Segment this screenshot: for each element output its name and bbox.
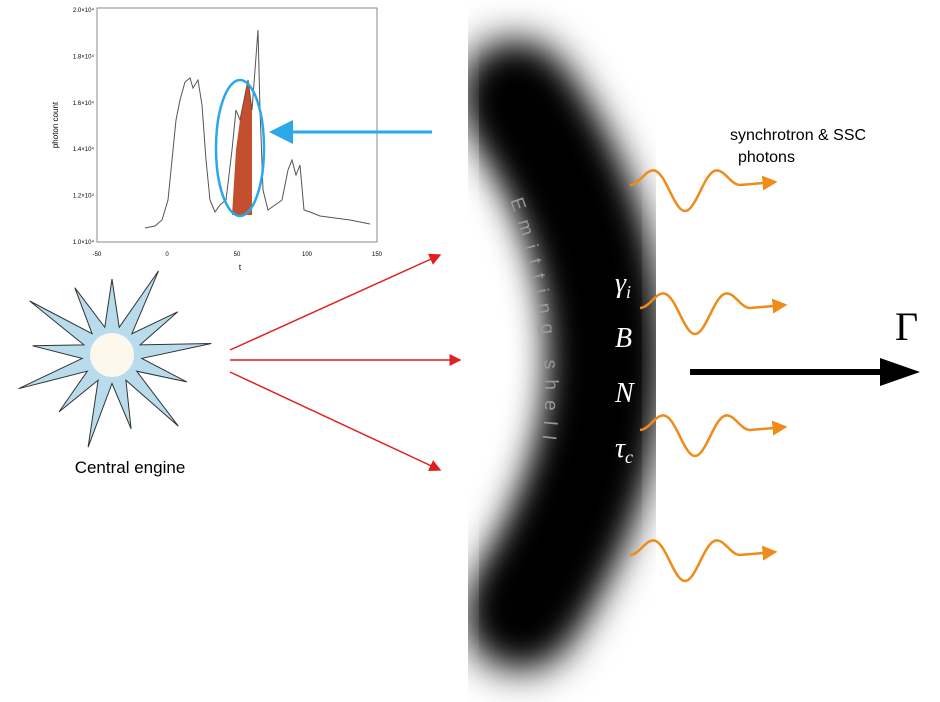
pulse-ellipse	[214, 78, 266, 218]
inset-x-tick: 100	[302, 252, 313, 258]
engine-label: Central engine	[75, 458, 186, 477]
photon-wave	[639, 414, 788, 458]
photons-label: photons	[738, 149, 795, 166]
photons-label: synchrotron & SSC	[730, 127, 866, 144]
parameter-symbol: γ	[615, 268, 627, 299]
parameter-symbol: B	[615, 323, 632, 354]
red-arrow	[229, 371, 442, 471]
inset-x-tick: 0	[165, 252, 169, 258]
inset-x-tick: 50	[234, 252, 241, 258]
parameter-subscript: c	[625, 447, 633, 467]
emitting-shell-core	[480, 70, 642, 640]
parameter: N	[614, 378, 635, 409]
parameter: γi	[615, 268, 631, 302]
parameter-symbol: N	[614, 378, 635, 409]
inset-x-label: t	[239, 263, 242, 272]
red-arrow	[229, 253, 442, 351]
inset-y-tick: 1.2×10⁴	[73, 193, 95, 200]
inset-y-tick: 1.0×10⁴	[73, 239, 95, 246]
lorentz-factor: Γ	[895, 304, 918, 349]
inset-x-tick: -50	[93, 252, 102, 258]
photon-wave	[629, 169, 778, 213]
parameter: τc	[615, 433, 633, 467]
photon-wave	[629, 539, 778, 583]
engine-core	[90, 333, 134, 377]
inset-y-tick: 1.6×10⁴	[73, 100, 95, 107]
inset-y-tick: 1.8×10⁴	[73, 53, 95, 60]
photon-wave	[639, 292, 788, 336]
inset-y-tick: 2.0×10⁴	[73, 7, 95, 14]
bulk-arrow-head	[880, 358, 920, 386]
parameter: B	[615, 323, 632, 354]
parameter-subscript: i	[626, 282, 631, 302]
parameter-symbol: τ	[615, 433, 626, 464]
highlight-pulse	[232, 80, 252, 215]
inset-y-label: photon count	[51, 101, 60, 148]
inset-x-tick: 150	[372, 252, 383, 258]
inset-chart: photon count t -50 0 50 100 150 2.0×10⁴ 1.8×10…	[51, 7, 383, 272]
inset-y-tick: 1.4×10⁴	[73, 146, 95, 153]
